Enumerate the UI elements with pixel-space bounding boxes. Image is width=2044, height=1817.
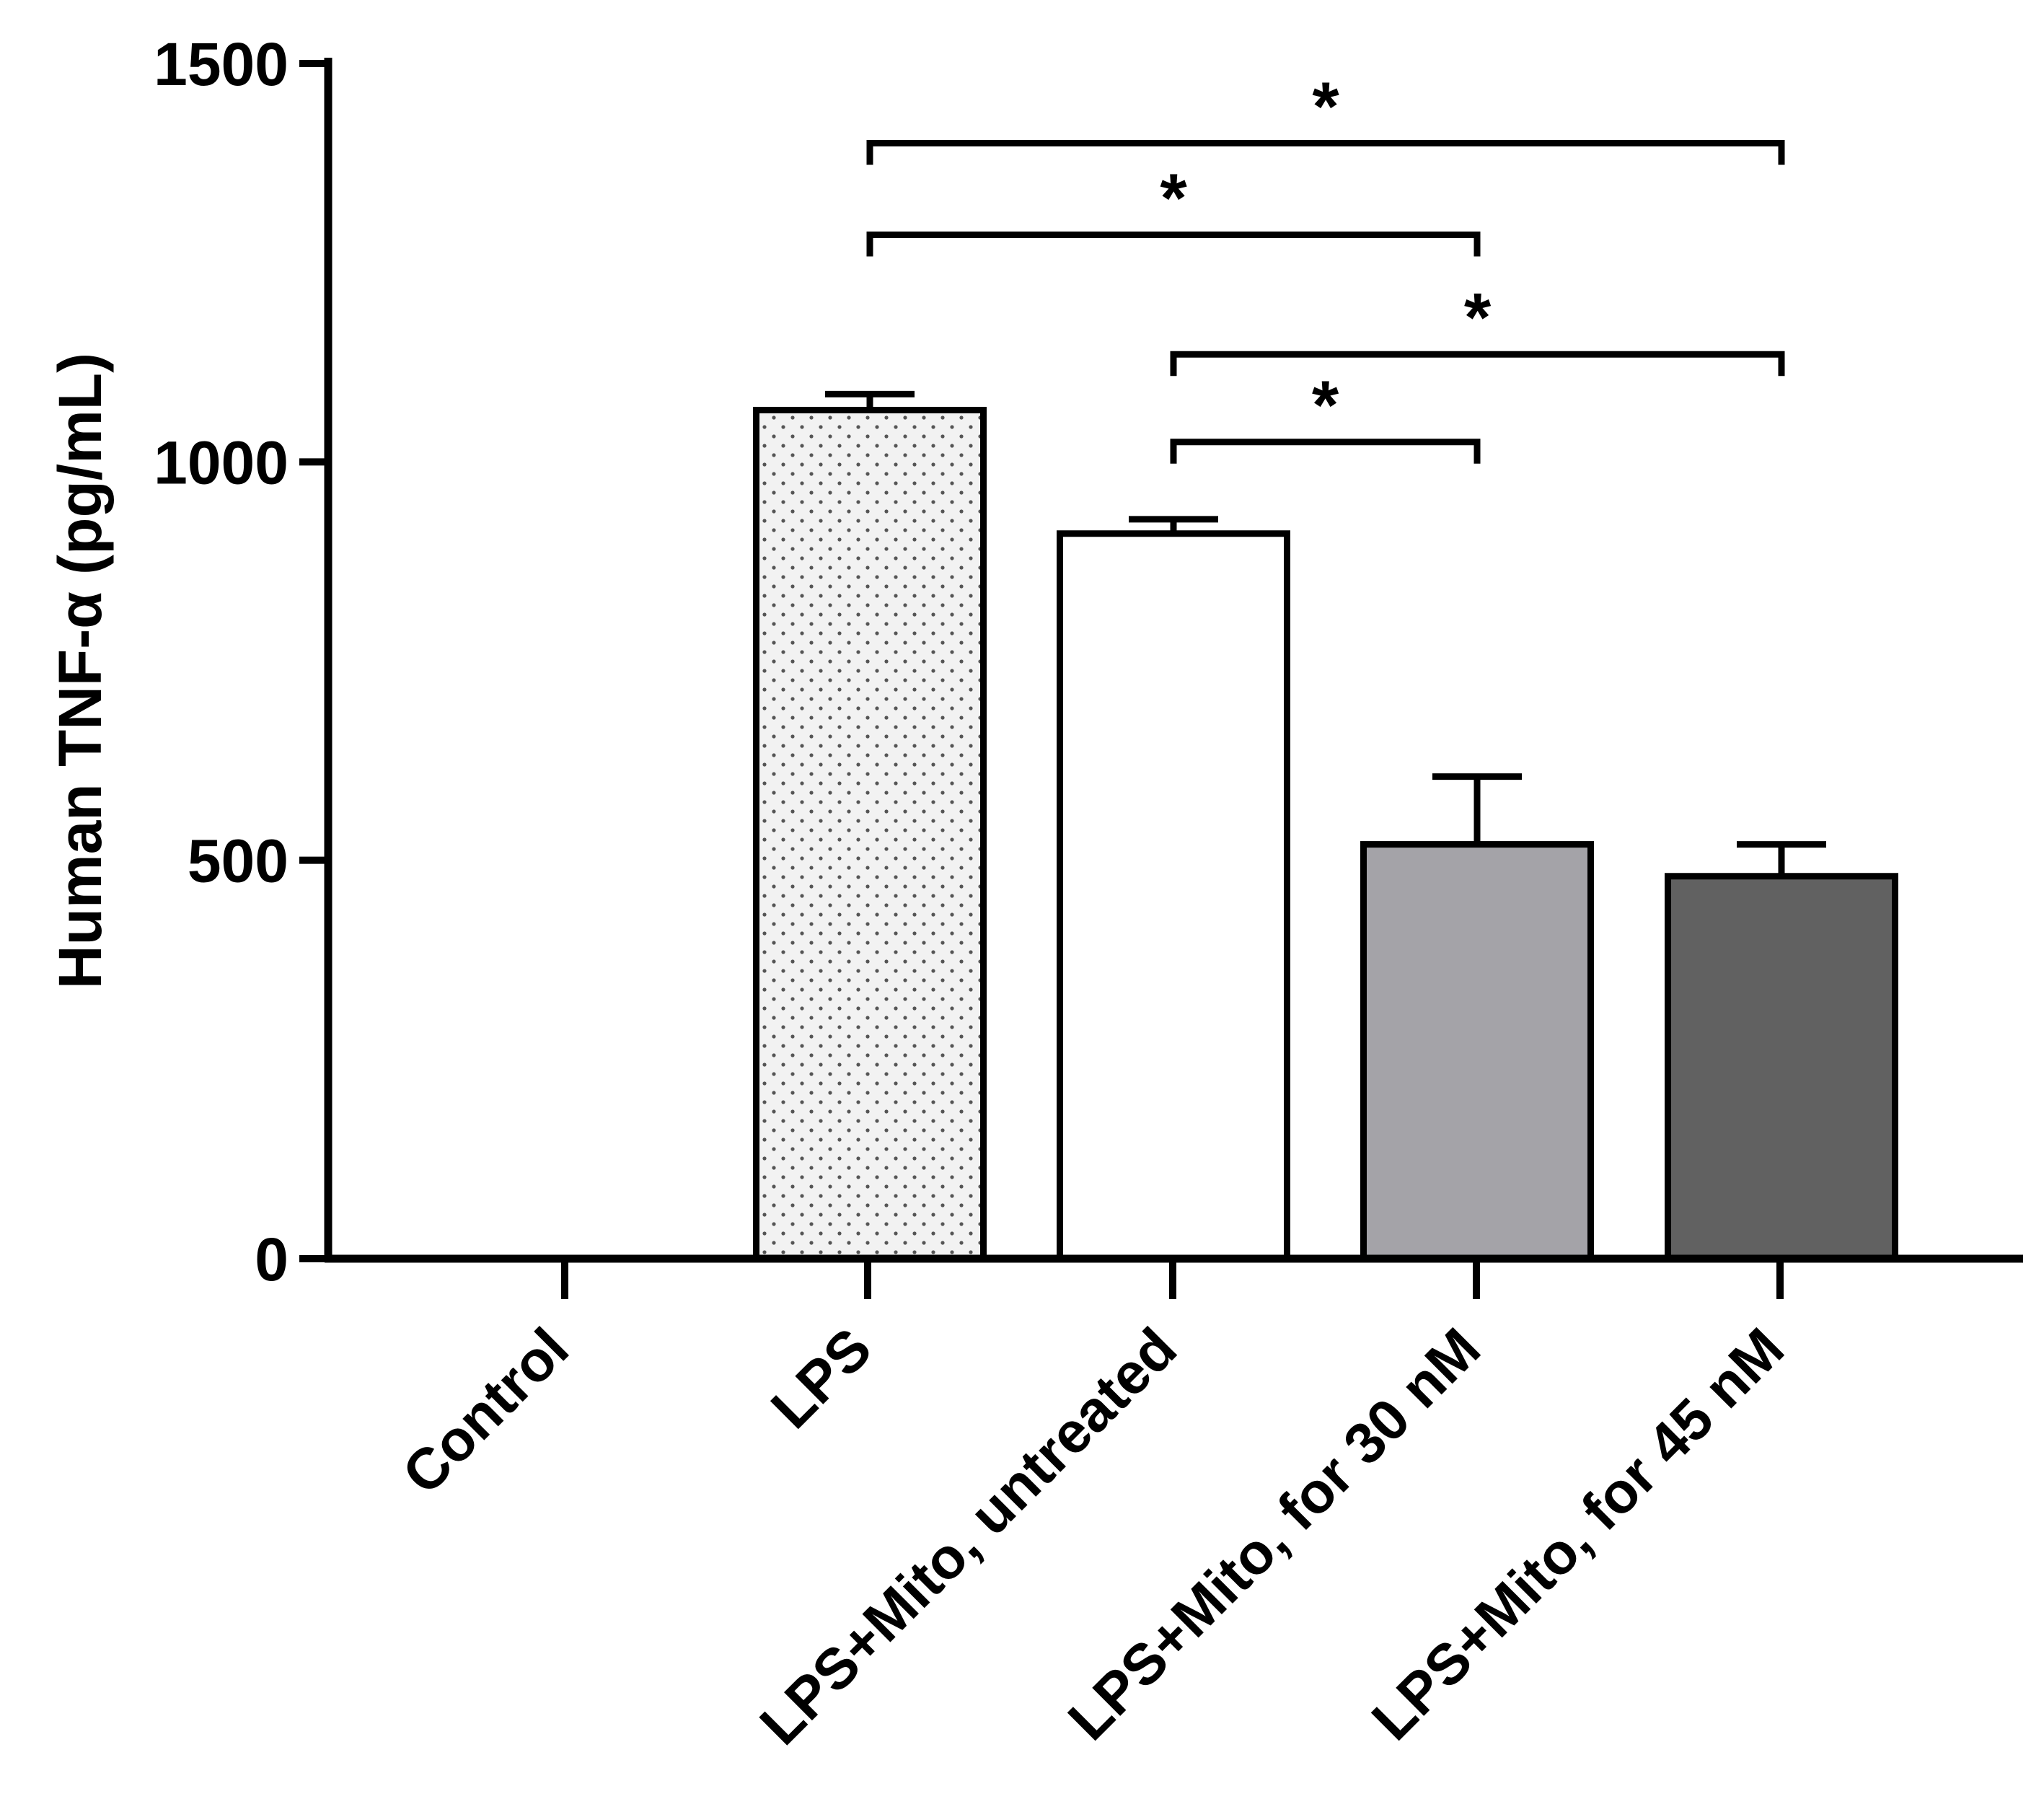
- bars: [753, 390, 1898, 1262]
- y-tick-label: 500: [188, 827, 288, 895]
- significance-star: *: [1312, 367, 1339, 444]
- significance-bracket: [1170, 439, 1481, 464]
- significance-brackets: * * * *: [866, 68, 1785, 464]
- bar: [1057, 530, 1290, 1262]
- significance-bracket: [1170, 351, 1785, 377]
- y-axis-title: Human TNF-α (pg/mL): [46, 353, 114, 989]
- y-tick-label: 1500: [154, 30, 288, 98]
- y-axis-title-group: Human TNF-α (pg/mL): [46, 353, 114, 989]
- bar: [1665, 873, 1898, 1262]
- significance-bracket: [866, 232, 1481, 257]
- significance-star: *: [1312, 68, 1339, 145]
- significance-star: *: [1160, 160, 1187, 237]
- y-tick-label: 1000: [154, 428, 288, 496]
- significance-star: *: [1464, 279, 1492, 356]
- y-tick-label: 0: [255, 1226, 288, 1293]
- bar: [1360, 841, 1594, 1262]
- bar: [753, 407, 987, 1262]
- x-category-label: Control: [390, 1316, 581, 1506]
- significance-bracket: [866, 139, 1785, 165]
- x-category-label: LPS: [759, 1316, 884, 1440]
